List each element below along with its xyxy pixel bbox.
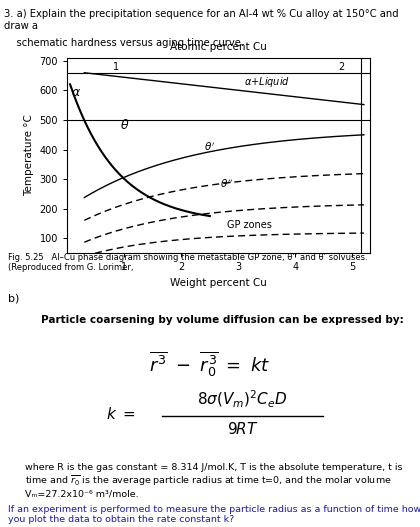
Y-axis label: Temperature °C: Temperature °C [24,114,34,197]
X-axis label: Weight percent Cu: Weight percent Cu [170,278,267,288]
Text: $8\sigma(V_m)^2 C_e D$: $8\sigma(V_m)^2 C_e D$ [197,389,288,410]
Text: schematic hardness versus aging time curve.: schematic hardness versus aging time cur… [4,38,244,48]
Text: 1: 1 [113,62,119,72]
Text: GP zones: GP zones [227,220,272,230]
Text: 3. a) Explain the precipitation sequence for an Al-4 wt % Cu alloy at 150°C and : 3. a) Explain the precipitation sequence… [4,9,399,31]
Title: Atomic percent Cu: Atomic percent Cu [170,42,267,52]
Text: $\overline{r^3}\ -\ \overline{r_0^3}\ =\ kt$: $\overline{r^3}\ -\ \overline{r_0^3}\ =\… [150,349,270,378]
Text: 2: 2 [338,62,344,72]
Text: $9RT$: $9RT$ [226,421,258,436]
Text: $\theta''$: $\theta''$ [220,178,234,190]
Text: Fig. 5.25   Al–Cu phase diagram showing the metastable GP zone, θ’’ and θ’ solvu: Fig. 5.25 Al–Cu phase diagram showing th… [8,253,368,272]
Text: $\theta$: $\theta$ [120,118,129,132]
Text: $k\ =$: $k\ =$ [106,406,136,422]
Text: $\theta'$: $\theta'$ [204,141,215,153]
Text: $\alpha$+Liquid: $\alpha$+Liquid [244,74,290,89]
Text: b): b) [8,294,20,304]
Text: Particle coarsening by volume diffusion can be expressed by:: Particle coarsening by volume diffusion … [41,315,403,325]
Text: where R is the gas constant = 8.314 J/mol.K, T is the absolute temperature, t is: where R is the gas constant = 8.314 J/mo… [24,463,402,499]
Text: If an experiment is performed to measure the particle radius as a function of ti: If an experiment is performed to measure… [8,505,420,524]
Text: $\alpha$: $\alpha$ [71,86,81,100]
